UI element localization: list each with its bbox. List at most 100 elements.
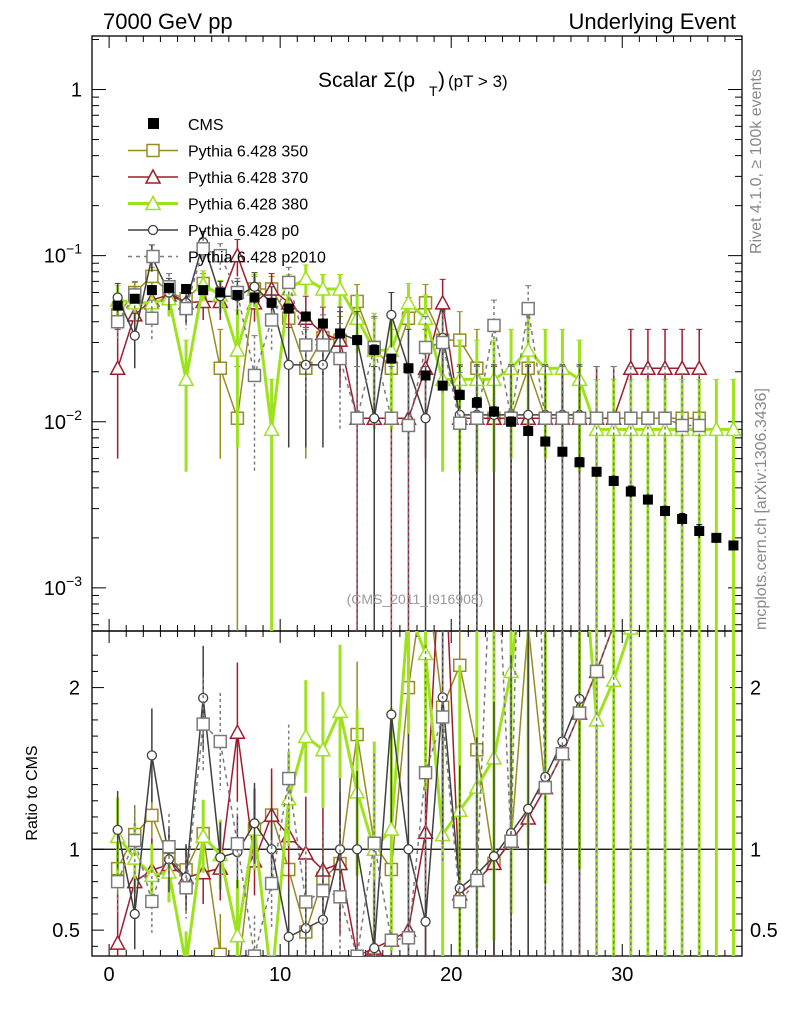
data-point: [163, 282, 174, 293]
title-main: Scalar Σ(p: [318, 69, 415, 92]
data-point: [538, 411, 553, 425]
ratio-point: [383, 820, 400, 836]
ratio-point: [297, 727, 315, 744]
data-point: [264, 313, 279, 327]
ratio-point: [726, 196, 740, 209]
ratio-point: [351, 844, 363, 855]
ratio-point: [314, 741, 332, 757]
data-point: [437, 380, 448, 391]
ratio-tick-label-right: 1: [750, 839, 761, 861]
data-point: [506, 416, 517, 427]
data-point: [608, 475, 619, 486]
data-point: [129, 330, 140, 341]
ratio-point: [693, 307, 705, 319]
ratio-point: [523, 803, 534, 815]
data-point: [352, 335, 363, 346]
title-subscript: T: [429, 83, 438, 99]
data-point: [196, 242, 210, 256]
data-point: [350, 411, 364, 425]
legend-item: Pythia 6.428 p0: [128, 223, 299, 240]
ratio-point: [281, 771, 296, 786]
ratio-point: [522, 123, 534, 135]
ratio-point: [230, 836, 245, 851]
ratio-point: [146, 750, 158, 761]
ratio-point: [162, 840, 176, 854]
legend-item: CMS: [148, 117, 224, 134]
data-point: [229, 247, 246, 263]
data-point: [677, 513, 688, 524]
analysis-label: Underlying Event: [568, 9, 736, 34]
legend-marker: [144, 168, 162, 184]
data-point: [725, 420, 742, 437]
data-point: [215, 287, 226, 298]
ratio-point: [316, 883, 330, 898]
ratio-point: [369, 942, 380, 954]
mcplots-credit-label: mcplots.cern.ch [arXiv:1306.3436]: [753, 388, 770, 630]
ratio-point: [436, 494, 450, 507]
ratio-point: [299, 895, 313, 909]
ratio-point: [110, 874, 125, 889]
ratio-point: [333, 890, 347, 904]
ratio-point: [179, 881, 193, 895]
ratio-point: [435, 710, 450, 724]
data-point: [129, 293, 140, 304]
ratio-point: [470, 873, 484, 888]
ratio-point: [109, 934, 126, 950]
ratio-point: [401, 931, 416, 945]
ratio-point: [331, 702, 349, 719]
y-tick-label: 1: [71, 80, 82, 102]
ratio-point: [179, 958, 193, 971]
y-tick-label: 10−1: [44, 241, 82, 268]
ratio-tick-label: 2: [69, 678, 80, 700]
ratio-point: [555, 746, 570, 761]
data-point: [453, 416, 467, 430]
title-close: ): [438, 69, 445, 92]
legend-marker: [146, 143, 160, 158]
data-point: [249, 292, 260, 303]
data-point: [692, 418, 706, 433]
ratio-point: [247, 949, 262, 956]
data-point: [711, 532, 722, 543]
data-point: [281, 275, 296, 290]
ratio-point: [350, 949, 364, 956]
ratio-point: [384, 933, 399, 947]
x-tick-label: 20: [440, 964, 462, 986]
ratio-line: [116, 697, 581, 949]
ratio-tick-label-right: 0.5: [750, 920, 778, 942]
legend: CMS Pythia 6.428 350 Pythia 6.428 370 Pythi…: [128, 117, 326, 267]
ratio-point: [504, 834, 518, 848]
legend-label: Pythia 6.428 p2010: [188, 250, 326, 267]
data-point: [488, 406, 499, 417]
ratio-plot-frame: [91, 630, 743, 957]
ratio-point: [488, 851, 500, 862]
data-point: [418, 340, 433, 355]
data-point: [263, 420, 280, 437]
data-point: [266, 297, 277, 308]
ratio-point: [386, 709, 397, 720]
ratio-point: [572, 706, 587, 720]
legend-marker: [146, 249, 160, 264]
ratio-point: [403, 844, 414, 855]
data-point: [521, 301, 535, 316]
ratio-point: [589, 664, 604, 679]
ratio-point: [453, 894, 467, 909]
ratio-point: [112, 824, 123, 836]
data-point: [213, 248, 228, 263]
ratio-tick-label: 1: [69, 839, 80, 861]
ratio-point: [418, 765, 433, 780]
data-point: [454, 389, 465, 400]
data-point: [540, 436, 551, 447]
ratio-point: [126, 849, 144, 865]
data-point: [435, 335, 450, 350]
data-point: [384, 411, 399, 425]
data-point: [179, 301, 193, 316]
data-point: [624, 411, 638, 425]
data-point: [708, 420, 725, 437]
data-point: [333, 351, 347, 366]
data-point: [249, 281, 260, 292]
ratio-point: [128, 833, 142, 848]
legend-item: Pythia 6.428 370: [128, 168, 308, 187]
data-point: [420, 413, 431, 424]
data-point: [660, 506, 671, 517]
data-point: [300, 311, 311, 322]
